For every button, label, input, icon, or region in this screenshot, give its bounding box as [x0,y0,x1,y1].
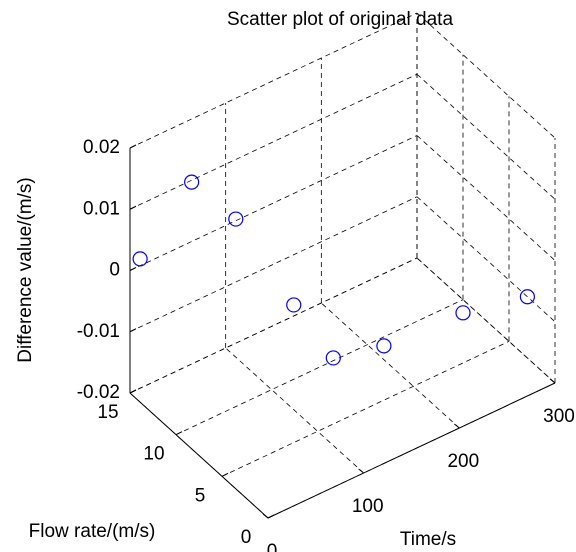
grid-line [321,302,460,429]
tick-mark [129,389,137,394]
grid-line [416,135,556,261]
x-tick-label: 300 [543,406,575,427]
tick-mark [358,468,364,474]
tick-mark [267,514,275,519]
tick-mark [129,267,137,271]
x-tick-label: 100 [352,496,384,517]
y-tick-label: 5 [195,485,206,506]
chart-title: Scatter plot of original data [227,9,453,30]
scatter-point [184,174,200,190]
scatter-point [325,350,341,366]
y-tick-label: 15 [97,402,118,423]
z-tick-label: 0.02 [83,137,120,158]
y-axis-label: Flow rate/(m/s) [29,521,156,542]
x-tick-label: 200 [447,451,479,472]
x-tick-label: 0 [267,541,278,552]
grid-line [129,196,418,333]
scatter-point [376,338,392,354]
y-tick-label: 10 [143,444,164,465]
grid-line [129,73,418,210]
x-axis-label: Time/s [400,529,456,550]
grid-line [175,299,464,436]
grid-line [225,347,364,474]
tick-mark [454,423,460,429]
scatter-point [286,297,302,313]
grid-line [416,196,556,323]
tick-mark [262,513,269,519]
grid-line [129,257,418,394]
tick-mark [129,205,137,210]
tick-mark [175,431,183,436]
grid-line [416,73,556,200]
x-axis [267,382,556,519]
z-tick-label: 0.01 [83,198,120,219]
scatter-point [132,251,148,267]
grid-line [221,340,510,477]
z-tick-label: -0.01 [77,321,120,342]
grid-line [416,257,556,384]
tick-mark [129,328,137,333]
z-axis-label: Difference value/(m/s) [15,177,36,363]
scatter-point [455,305,471,321]
tick-mark [129,144,137,149]
tick-mark [221,472,229,477]
grid-line [129,135,418,271]
scatter-point [228,211,244,227]
y-axis [129,392,269,519]
grid-line [416,12,556,139]
z-tick-label: 0 [109,260,120,281]
y-tick-label: 0 [241,527,252,548]
z-tick-label: -0.02 [77,382,120,403]
grid-line [129,12,418,149]
scatter-point [519,289,536,305]
tick-mark [549,378,556,384]
